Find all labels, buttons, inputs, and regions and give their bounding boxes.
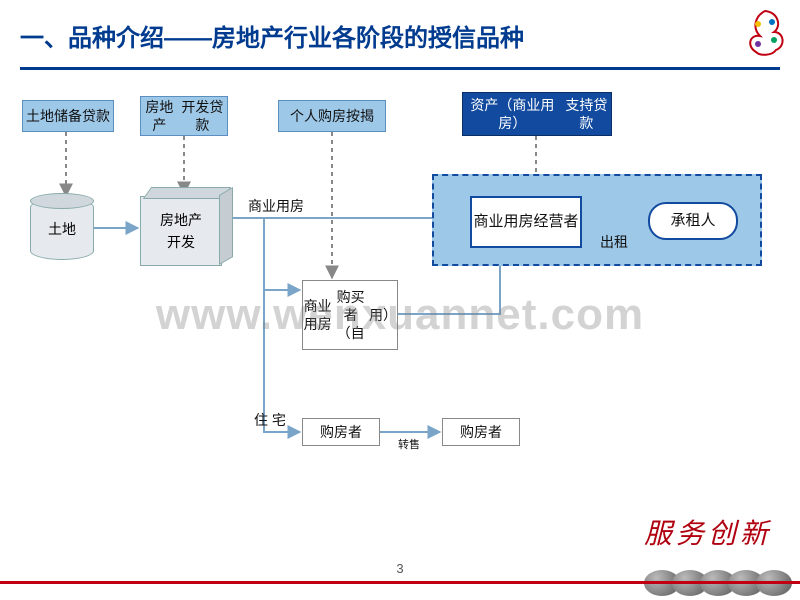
edge-label: 住 宅 (254, 410, 286, 430)
diagram-edge-labels: 商业用房出租住 宅转售 (0, 0, 800, 600)
edge-label: 出租 (600, 232, 628, 252)
edge-label: 商业用房 (248, 196, 304, 216)
footer-divider (0, 581, 800, 584)
edge-label: 转售 (398, 436, 420, 452)
footer-slogan: 服务创新 (644, 512, 772, 552)
page-number: 3 (0, 561, 800, 576)
